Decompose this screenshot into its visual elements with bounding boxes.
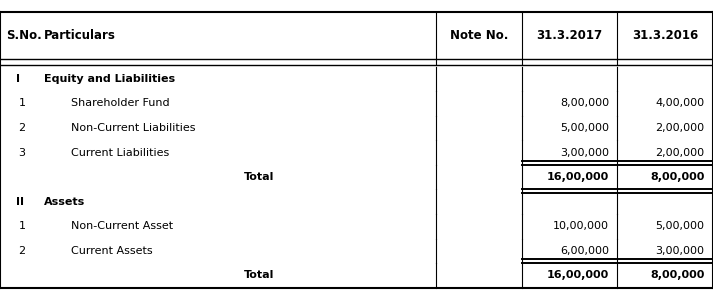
Text: 16,00,000: 16,00,000 <box>547 271 609 280</box>
Text: 8,00,000: 8,00,000 <box>560 99 609 108</box>
Text: 2: 2 <box>19 123 26 133</box>
Text: 5,00,000: 5,00,000 <box>560 123 609 133</box>
Text: 2,00,000: 2,00,000 <box>655 148 704 157</box>
Text: Equity and Liabilities: Equity and Liabilities <box>44 74 175 84</box>
Text: Total: Total <box>244 172 275 182</box>
Text: Current Assets: Current Assets <box>71 246 153 256</box>
Text: Total: Total <box>244 271 275 280</box>
Text: 1: 1 <box>19 99 26 108</box>
Text: 31.3.2017: 31.3.2017 <box>537 29 602 42</box>
Text: Note No.: Note No. <box>450 29 508 42</box>
Text: Non-Current Asset: Non-Current Asset <box>71 221 173 231</box>
Text: II: II <box>16 197 24 207</box>
Text: 3,00,000: 3,00,000 <box>560 148 609 157</box>
Text: 4,00,000: 4,00,000 <box>655 99 704 108</box>
Text: Particulars: Particulars <box>44 29 116 42</box>
Text: S.No.: S.No. <box>6 29 41 42</box>
Text: 5,00,000: 5,00,000 <box>655 221 704 231</box>
Text: 8,00,000: 8,00,000 <box>650 172 704 182</box>
Text: 3,00,000: 3,00,000 <box>655 246 704 256</box>
Text: 10,00,000: 10,00,000 <box>553 221 609 231</box>
Text: Non-Current Liabilities: Non-Current Liabilities <box>71 123 196 133</box>
Text: I: I <box>16 74 21 84</box>
Text: Current Liabilities: Current Liabilities <box>71 148 170 157</box>
Text: 1: 1 <box>19 221 26 231</box>
Text: 8,00,000: 8,00,000 <box>650 271 704 280</box>
Text: 3: 3 <box>19 148 26 157</box>
Text: 2,00,000: 2,00,000 <box>655 123 704 133</box>
Text: 31.3.2016: 31.3.2016 <box>632 29 698 42</box>
Text: 6,00,000: 6,00,000 <box>560 246 609 256</box>
Text: 16,00,000: 16,00,000 <box>547 172 609 182</box>
Text: Shareholder Fund: Shareholder Fund <box>71 99 170 108</box>
Text: Assets: Assets <box>44 197 86 207</box>
Text: 2: 2 <box>19 246 26 256</box>
